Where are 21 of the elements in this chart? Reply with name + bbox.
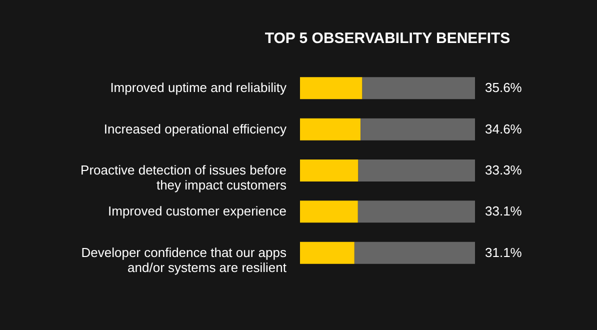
data-label: 31.1% (485, 244, 522, 260)
bar (358, 160, 475, 182)
bar (354, 242, 475, 264)
bar (300, 77, 362, 100)
chart-title: TOP 5 OBSERVABILITY BENEFITS (264, 30, 510, 47)
data-label: 34.6% (485, 121, 522, 136)
data-label: 35.6% (485, 80, 522, 96)
bar (300, 242, 354, 264)
bar (360, 118, 475, 140)
y-tick-label: Improved customer experience (108, 204, 286, 219)
data-label: 33.1% (485, 204, 522, 219)
data-label: 33.3% (485, 162, 522, 178)
bar (362, 77, 475, 100)
bar (358, 200, 475, 223)
y-tick-label: Improved uptime and reliability (110, 80, 287, 96)
bar (300, 160, 358, 182)
bar (300, 118, 361, 140)
y-tick-label: Proactive detection of issues before they impact customers (80, 162, 287, 192)
y-tick-label: Developer confidence that our apps and/or systems are resilient (81, 244, 287, 275)
y-tick-label: Increased operational efficiency (104, 121, 287, 136)
bar (300, 200, 358, 223)
